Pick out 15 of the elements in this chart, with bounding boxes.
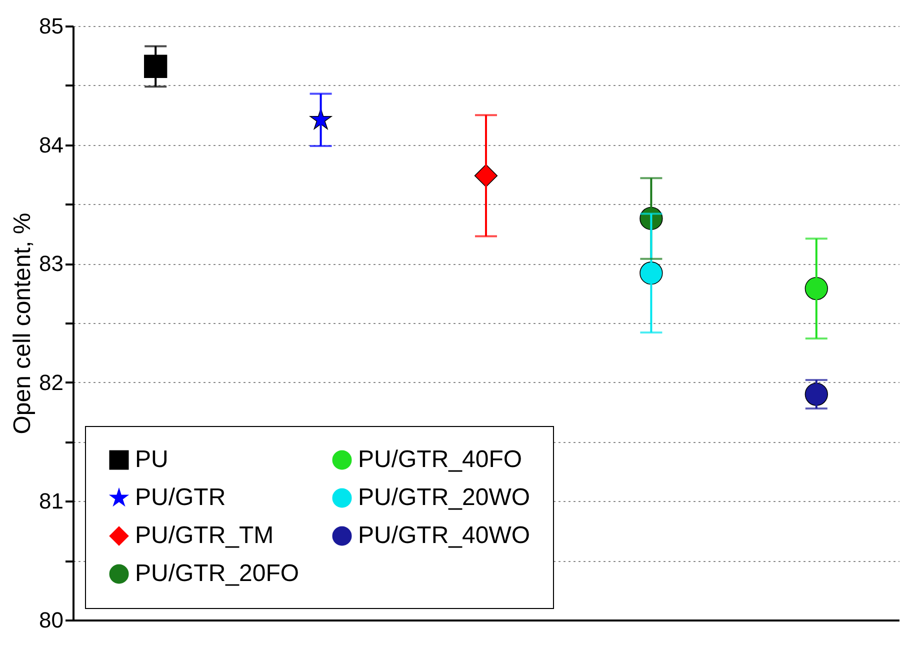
- legend-label: PU/GTR: [135, 484, 226, 511]
- legend-label: PU/GTR_20FO: [135, 560, 300, 587]
- legend-label: PU: [135, 446, 168, 473]
- y-tick-label: 85: [39, 14, 64, 38]
- y-tick-label: 83: [39, 251, 64, 276]
- legend-label: PU/GTR_20WO: [358, 484, 530, 511]
- y-tick-label: 80: [39, 608, 64, 632]
- y-tick-label: 84: [39, 132, 64, 158]
- legend-label: PU/GTR_40FO: [358, 446, 522, 473]
- point: [144, 54, 168, 78]
- y-axis-title: Open cell content, %: [9, 212, 36, 434]
- y-tick-label: 82: [39, 370, 64, 395]
- legend-label: PU/GTR_TM: [135, 522, 274, 549]
- y-tick-label: 81: [39, 488, 64, 514]
- legend-label: PU/GTR_40WO: [358, 522, 530, 549]
